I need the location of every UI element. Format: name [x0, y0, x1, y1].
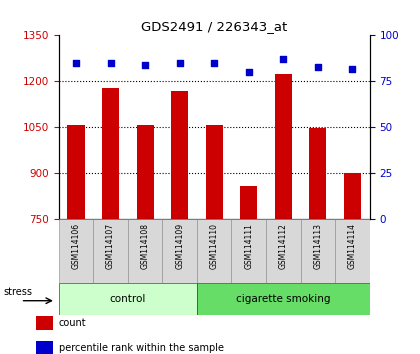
- Text: percentile rank within the sample: percentile rank within the sample: [59, 343, 224, 353]
- Bar: [231, 219, 266, 283]
- Text: stress: stress: [3, 287, 32, 297]
- Text: control: control: [110, 294, 146, 304]
- Point: [176, 60, 183, 66]
- Bar: [275, 74, 292, 219]
- Text: GSM114109: GSM114109: [175, 223, 184, 269]
- Bar: [197, 283, 370, 315]
- Point: [73, 60, 79, 66]
- Text: GSM114114: GSM114114: [348, 223, 357, 269]
- Title: GDS2491 / 226343_at: GDS2491 / 226343_at: [141, 20, 287, 33]
- Text: GSM114108: GSM114108: [141, 223, 150, 269]
- Point: [107, 60, 114, 66]
- Bar: [335, 219, 370, 283]
- Bar: [171, 91, 188, 219]
- Bar: [163, 219, 197, 283]
- Point: [245, 69, 252, 75]
- Bar: [136, 125, 154, 219]
- Bar: [93, 219, 128, 283]
- Text: GSM114112: GSM114112: [279, 223, 288, 269]
- Bar: [59, 219, 93, 283]
- Point: [349, 66, 356, 72]
- Bar: [59, 283, 197, 315]
- Text: count: count: [59, 318, 87, 329]
- Text: GSM114110: GSM114110: [210, 223, 219, 269]
- Text: GSM114107: GSM114107: [106, 223, 115, 269]
- Bar: [344, 173, 361, 219]
- Bar: [205, 125, 223, 219]
- Point: [211, 60, 218, 66]
- Bar: [68, 125, 85, 219]
- Text: GSM114106: GSM114106: [71, 223, 81, 269]
- Bar: [301, 219, 335, 283]
- Bar: [128, 219, 163, 283]
- Bar: [36, 341, 53, 354]
- Point: [280, 57, 286, 62]
- Point: [142, 62, 149, 68]
- Bar: [102, 88, 119, 219]
- Bar: [309, 129, 326, 219]
- Text: GSM114113: GSM114113: [313, 223, 322, 269]
- Text: GSM114111: GSM114111: [244, 223, 253, 269]
- Bar: [266, 219, 301, 283]
- Point: [315, 64, 321, 69]
- Bar: [36, 316, 53, 330]
- Text: cigarette smoking: cigarette smoking: [236, 294, 331, 304]
- Bar: [197, 219, 231, 283]
- Bar: [240, 186, 257, 219]
